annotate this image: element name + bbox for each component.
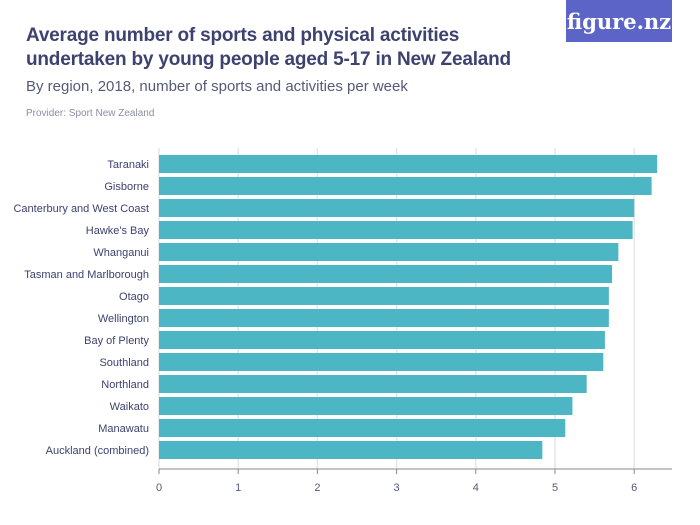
bar <box>159 419 566 437</box>
bar <box>159 155 658 173</box>
chart-subtitle: By region, 2018, number of sports and ac… <box>26 78 408 95</box>
bar <box>159 397 573 415</box>
category-label: Wellington <box>98 313 149 325</box>
category-label: Otago <box>119 291 149 303</box>
x-tick-label: 6 <box>631 482 637 494</box>
bar <box>159 177 652 195</box>
category-label: Bay of Plenty <box>84 335 149 347</box>
bar <box>159 331 605 349</box>
x-tick-label: 0 <box>156 482 162 494</box>
x-tick-label: 3 <box>394 482 400 494</box>
figure-nz-logo[interactable]: figure.nz <box>566 0 672 42</box>
category-label: Auckland (combined) <box>46 445 149 457</box>
x-tick-label: 4 <box>473 482 479 494</box>
x-tick-label: 1 <box>235 482 241 494</box>
bar <box>159 287 609 305</box>
category-label: Hawke's Bay <box>86 225 150 237</box>
provider-text: Provider: Sport New Zealand <box>26 108 155 119</box>
category-label: Gisborne <box>104 181 149 193</box>
category-label: Manawatu <box>98 423 149 435</box>
bar <box>159 309 609 327</box>
category-label: Northland <box>101 379 149 391</box>
x-tick-label: 5 <box>552 482 558 494</box>
category-label: Waikato <box>110 401 149 413</box>
category-label: Southland <box>99 357 149 369</box>
bar <box>159 265 613 283</box>
bar <box>159 243 619 261</box>
bar <box>159 375 587 393</box>
bar <box>159 353 604 371</box>
bar <box>159 199 635 217</box>
x-tick-label: 2 <box>314 482 320 494</box>
category-label: Canterbury and West Coast <box>13 203 149 215</box>
category-label: Tasman and Marlborough <box>24 269 149 281</box>
bar <box>159 221 633 239</box>
chart-title: Average number of sports and physical ac… <box>26 25 511 70</box>
category-label: Whanganui <box>93 247 149 259</box>
bar <box>159 441 543 459</box>
category-label: Taranaki <box>107 159 149 171</box>
